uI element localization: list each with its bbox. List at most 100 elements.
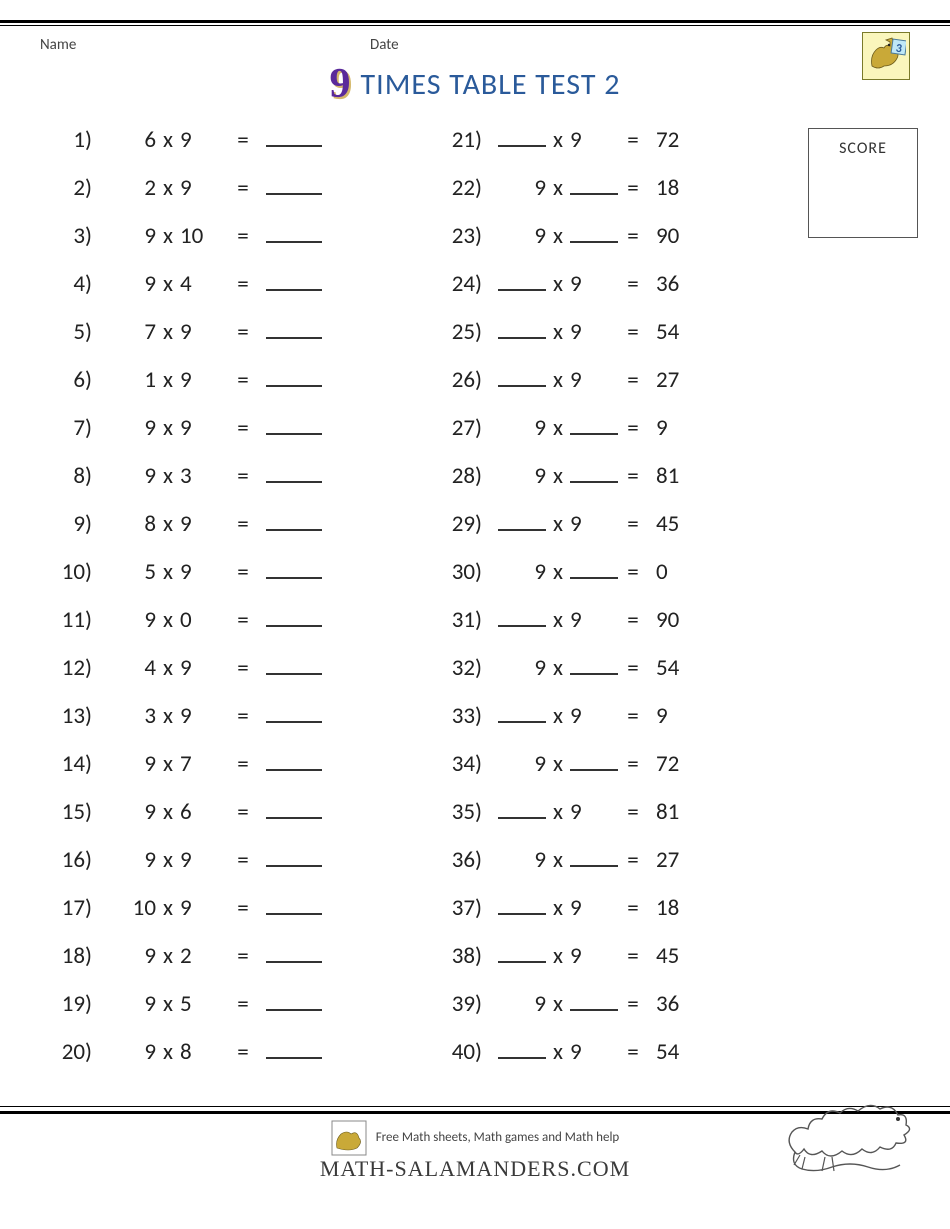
equals-sign: = [228,462,258,490]
score-box: SCORE [808,128,918,238]
equals-sign: = [228,750,258,778]
operand-b: 9 [570,702,618,730]
footer-logo-icon [331,1120,367,1156]
question-number: 1) [48,126,98,154]
question-row: 12)4x9= [48,654,408,702]
question-row: 40)x9=54 [438,1038,798,1086]
operator: x [156,270,180,298]
blank-line[interactable] [570,466,618,483]
blank-line[interactable] [570,994,618,1011]
answer [258,990,326,1018]
operand-b: 9 [180,702,228,730]
blank-line[interactable] [498,706,546,723]
answer: 72 [648,126,716,154]
equals-sign: = [618,558,648,586]
blank-line[interactable] [266,178,322,195]
blank-line[interactable] [266,754,322,771]
blank-line[interactable] [498,610,546,627]
operand-b: 0 [180,606,228,634]
operand-b: 9 [180,894,228,922]
operator: x [546,558,570,586]
blank-line[interactable] [266,562,322,579]
operator: x [546,702,570,730]
blank-line[interactable] [266,130,322,147]
operand-b: 10 [180,222,228,250]
question-number: 19) [48,990,98,1018]
operand-b: 5 [180,990,228,1018]
blank-line[interactable] [498,130,546,147]
blank-line[interactable] [498,946,546,963]
blank-line[interactable] [570,850,618,867]
blank-line[interactable] [266,898,322,915]
blank-line[interactable] [266,418,322,435]
operand-a: 9 [98,942,156,970]
operand-a: 9 [488,990,546,1018]
operand-b: 9 [570,510,618,538]
question-number: 30) [438,558,488,586]
operator: x [156,750,180,778]
blank-line[interactable] [570,178,618,195]
equals-sign: = [228,558,258,586]
question-number: 10) [48,558,98,586]
question-row: 11)9x0= [48,606,408,654]
answer [258,846,326,874]
operand-a: 9 [98,270,156,298]
operator: x [546,846,570,874]
blank-line[interactable] [498,1042,546,1059]
blank-line[interactable] [266,706,322,723]
question-row: 28)9x=81 [438,462,798,510]
question-number: 40) [438,1038,488,1066]
answer: 54 [648,654,716,682]
blank-line[interactable] [266,322,322,339]
operator: x [156,414,180,442]
question-row: 30)9x=0 [438,558,798,606]
answer: 27 [648,846,716,874]
operand-a [488,270,546,298]
blank-line[interactable] [266,466,322,483]
equals-sign: = [618,990,648,1018]
operand-b: 9 [570,366,618,394]
question-number: 35) [438,798,488,826]
blank-line[interactable] [570,226,618,243]
answer: 27 [648,366,716,394]
operand-b: 2 [180,942,228,970]
blank-line[interactable] [498,370,546,387]
blank-line[interactable] [498,802,546,819]
blank-line[interactable] [266,370,322,387]
question-number: 3) [48,222,98,250]
operand-b: 9 [570,318,618,346]
answer [258,702,326,730]
blank-line[interactable] [498,274,546,291]
blank-line[interactable] [266,610,322,627]
answer: 36 [648,990,716,1018]
salamander-illustration [780,1077,920,1177]
answer: 9 [648,414,716,442]
operand-b: 8 [180,1038,228,1066]
blank-line[interactable] [498,898,546,915]
blank-line[interactable] [266,658,322,675]
equals-sign: = [618,318,648,346]
blank-line[interactable] [266,274,322,291]
blank-line[interactable] [570,418,618,435]
blank-line[interactable] [266,226,322,243]
blank-line[interactable] [498,514,546,531]
operator: x [546,894,570,922]
question-number: 31) [438,606,488,634]
blank-line[interactable] [570,658,618,675]
blank-line[interactable] [266,802,322,819]
operand-b [570,750,618,778]
blank-line[interactable] [570,562,618,579]
blank-line[interactable] [266,1042,322,1059]
equals-sign: = [618,126,648,154]
blank-line[interactable] [266,514,322,531]
question-row: 3)9x10= [48,222,408,270]
blank-line[interactable] [266,850,322,867]
worksheet-content: 1)6x9=2)2x9=3)9x10=4)9x4=5)7x9=6)1x9=7)9… [0,126,950,1086]
blank-line[interactable] [498,322,546,339]
blank-line[interactable] [266,946,322,963]
equals-sign: = [228,510,258,538]
blank-line[interactable] [570,754,618,771]
operator: x [546,1038,570,1066]
operand-b [570,462,618,490]
blank-line[interactable] [266,994,322,1011]
